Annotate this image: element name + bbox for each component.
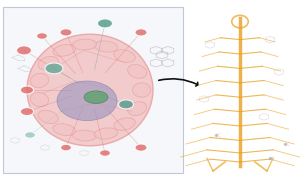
Circle shape (135, 144, 147, 151)
Ellipse shape (114, 50, 135, 62)
Circle shape (16, 46, 32, 55)
Circle shape (61, 144, 71, 151)
Circle shape (60, 29, 72, 36)
Ellipse shape (30, 73, 49, 88)
Circle shape (135, 29, 147, 36)
Ellipse shape (84, 91, 108, 104)
Ellipse shape (57, 81, 117, 121)
Circle shape (118, 100, 134, 109)
Ellipse shape (114, 118, 135, 130)
Circle shape (100, 150, 110, 156)
Circle shape (37, 33, 47, 39)
Ellipse shape (73, 130, 97, 141)
Ellipse shape (133, 83, 151, 97)
Ellipse shape (128, 102, 147, 116)
Ellipse shape (94, 128, 118, 139)
Circle shape (98, 19, 112, 28)
Circle shape (25, 132, 35, 138)
Ellipse shape (53, 44, 76, 56)
Circle shape (45, 63, 63, 74)
Ellipse shape (27, 34, 153, 146)
Ellipse shape (94, 41, 118, 52)
Ellipse shape (128, 64, 147, 78)
Ellipse shape (38, 110, 58, 123)
Ellipse shape (73, 39, 97, 50)
Circle shape (20, 108, 34, 116)
Ellipse shape (38, 57, 58, 70)
FancyBboxPatch shape (3, 7, 183, 173)
Ellipse shape (53, 124, 76, 136)
Ellipse shape (30, 92, 49, 107)
Circle shape (20, 86, 34, 94)
